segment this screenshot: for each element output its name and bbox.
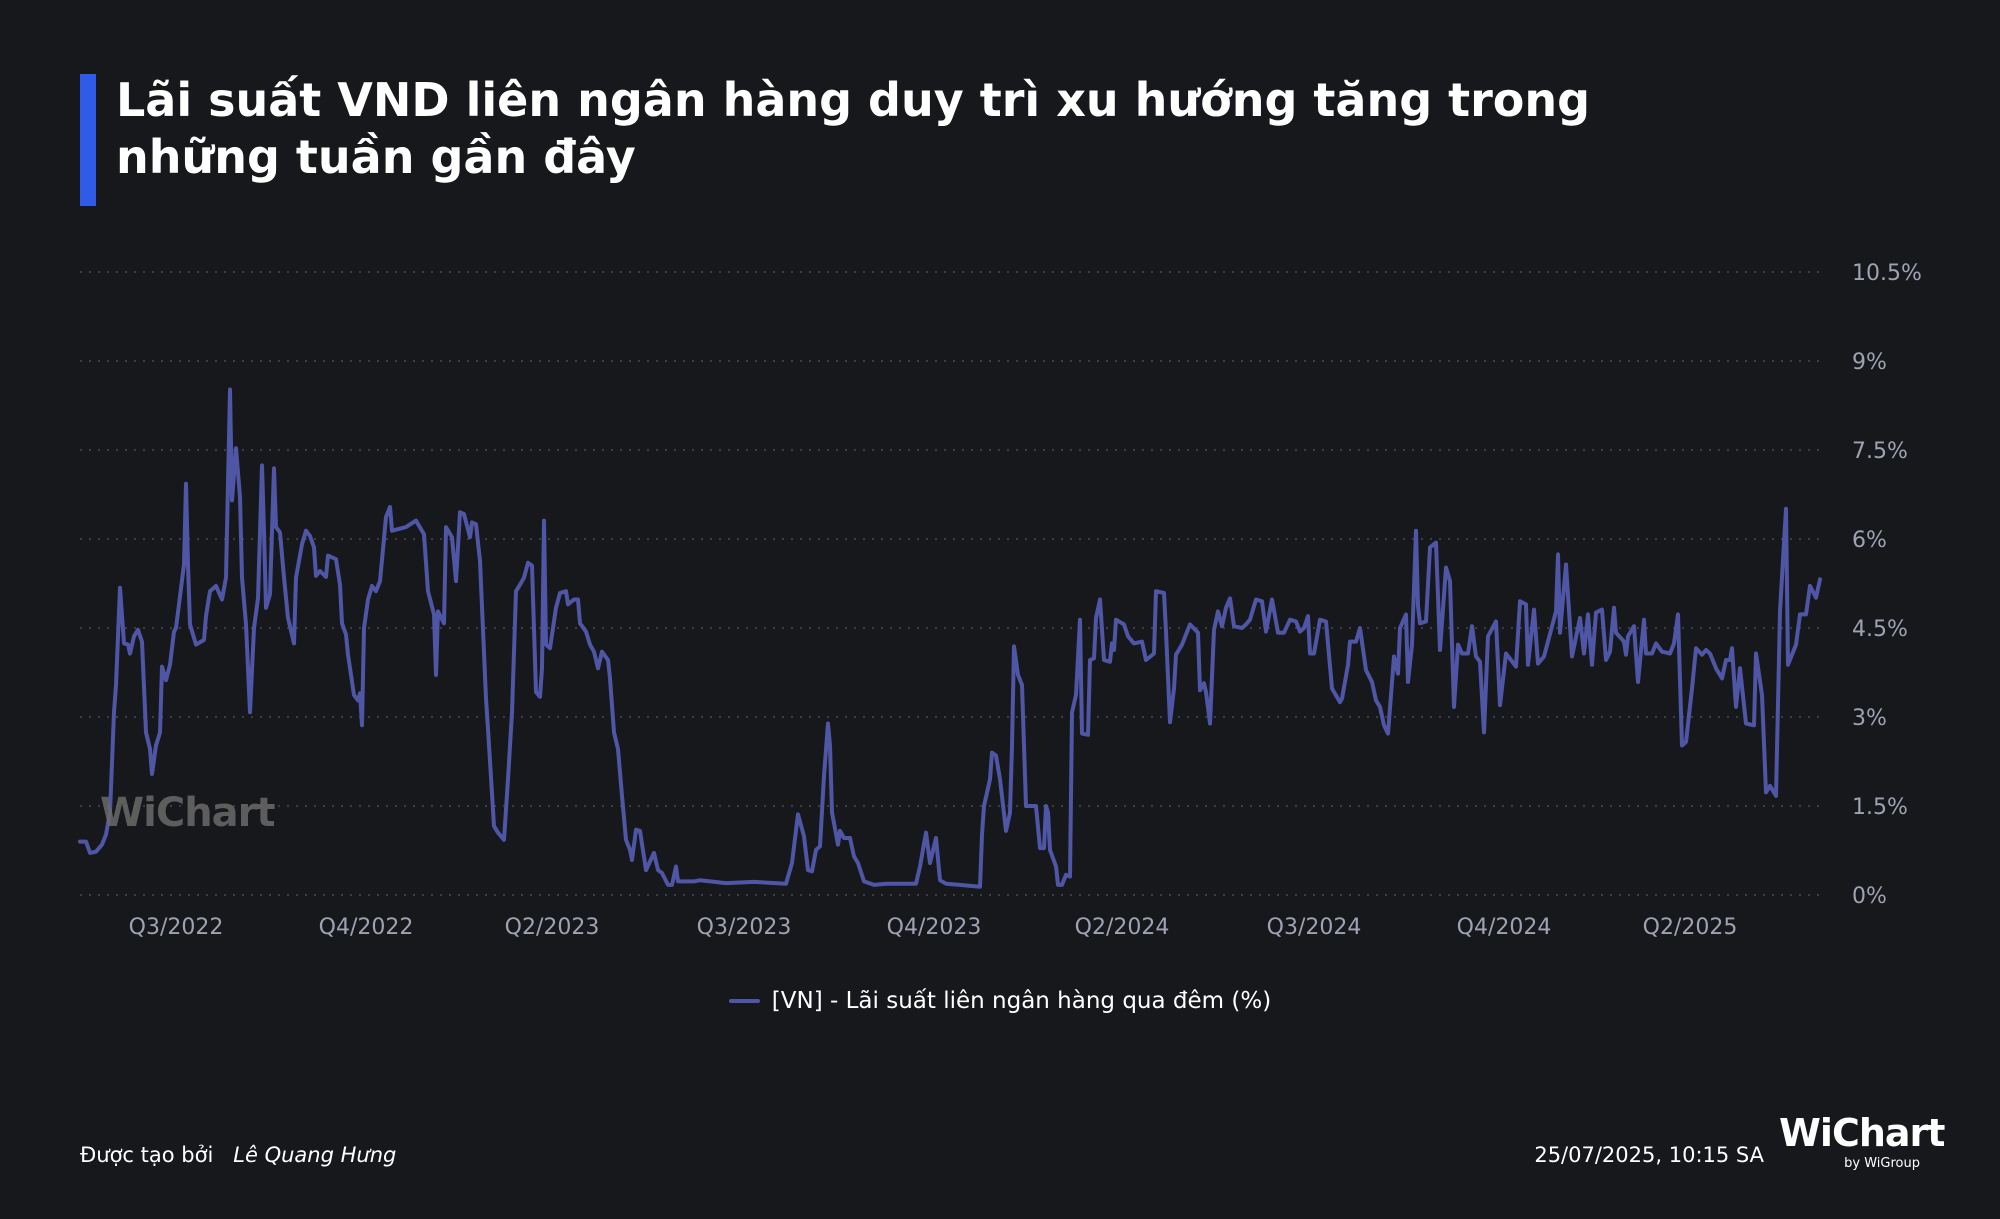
y-axis-ticks: 0% 1.5% 3% 4.5% 6% 7.5% 9% 10.5% (1852, 261, 1922, 909)
x-tick-label: Q2/2025 (1643, 915, 1738, 940)
x-tick-label: Q2/2024 (1075, 915, 1170, 940)
legend-swatch (728, 999, 760, 1003)
y-tick-label: 6% (1852, 528, 1887, 553)
x-axis-ticks: Q3/2022 Q4/2022 Q2/2023 Q3/2023 Q4/2023 Q2/20… (129, 915, 1738, 940)
timestamp: 25/07/2025, 10:15 SA (1534, 1143, 1764, 1167)
y-tick-label: 3% (1852, 706, 1887, 731)
y-tick-label: 7.5% (1852, 439, 1908, 464)
x-tick-label: Q4/2024 (1457, 915, 1552, 940)
author-name: Lê Quang Hưng (233, 1143, 397, 1167)
wichart-logo: WiChart by WiGroup (1779, 1111, 1945, 1171)
x-tick-label: Q4/2022 (319, 915, 414, 940)
series-group (78, 387, 1822, 889)
title-accent-bar (80, 74, 96, 206)
legend[interactable]: [VN] - Lãi suất liên ngân hàng qua đêm (… (0, 988, 2000, 1014)
x-tick-label: Q3/2024 (1267, 915, 1362, 940)
y-tick-label: 9% (1852, 350, 1887, 375)
x-tick-label: Q4/2023 (887, 915, 982, 940)
legend-label: [VN] - Lãi suất liên ngân hàng qua đêm (… (771, 988, 1272, 1014)
x-tick-label: Q3/2022 (129, 915, 224, 940)
chart-title: Lãi suất VND liên ngân hàng duy trì xu h… (116, 73, 1591, 184)
watermark-logo: WiChart (100, 790, 276, 836)
created-by-label: Được tạo bởi (80, 1143, 214, 1167)
y-tick-label: 10.5% (1852, 261, 1922, 286)
y-tick-label: 4.5% (1852, 617, 1908, 642)
footer-credit: Được tạo bởi Lê Quang Hưng (80, 1143, 396, 1167)
series-line[interactable] (78, 387, 1822, 889)
x-tick-label: Q3/2023 (697, 915, 792, 940)
y-tick-label: 0% (1852, 884, 1887, 909)
y-tick-label: 1.5% (1852, 795, 1908, 820)
x-tick-label: Q2/2023 (505, 915, 600, 940)
